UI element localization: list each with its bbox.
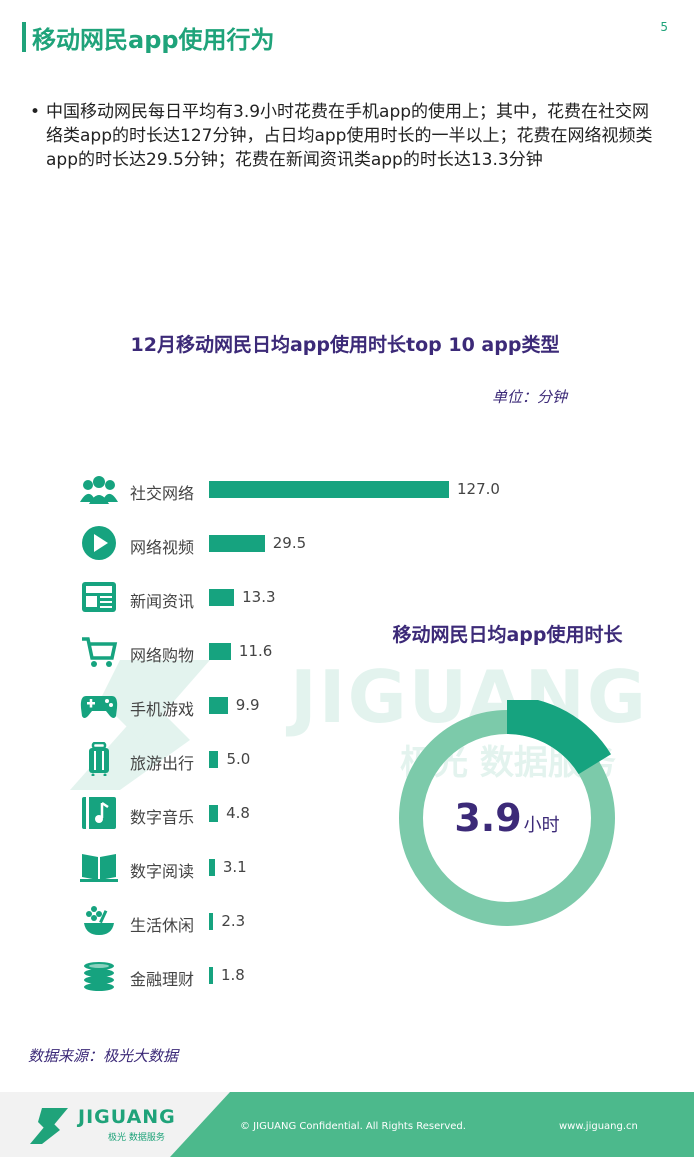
bar-category-label: 社交网络 (130, 484, 195, 503)
bar-mark (209, 697, 228, 714)
bar-category-label: 手机游戏 (130, 700, 195, 719)
title-accent-bar (22, 22, 26, 52)
bar-value-label: 4.8 (226, 804, 250, 822)
bar-value-label: 2.3 (221, 912, 246, 930)
donut-highlight-segment (507, 700, 612, 775)
donut-title: 移动网民日均app使用时长 (392, 624, 623, 646)
gamepad-icon (80, 696, 118, 718)
bar-mark (209, 751, 219, 768)
bar-value-label: 127.0 (457, 480, 500, 498)
donut-center: 3.9 小时 (395, 796, 619, 840)
bar-category-label: 旅游出行 (130, 754, 195, 773)
bar-mark (209, 913, 214, 930)
bar-mark (209, 643, 231, 660)
cart-icon (82, 637, 118, 667)
bar-value-label: 3.1 (222, 858, 247, 876)
music-icon (82, 797, 116, 829)
book-icon (80, 854, 118, 882)
donut-center-unit: 小时 (523, 815, 560, 836)
footer-logo-text: JIGUANG (78, 1106, 176, 1128)
bar-value-label: 1.8 (221, 966, 245, 984)
footer-copyright: © JIGUANG Confidential. All Rights Reser… (240, 1121, 466, 1132)
bar-mark (209, 535, 265, 552)
bar-mark (209, 589, 235, 606)
bullet-dot: • (30, 102, 41, 122)
summary-text: 中国移动网民每日平均有3.9小时花费在手机app的使用上；其中，花费在社交网络类… (46, 102, 653, 170)
bar-value-label: 9.9 (235, 696, 260, 714)
bar-category-label: 网络视频 (130, 538, 195, 557)
bar-category-label: 生活休闲 (130, 916, 195, 935)
footer-band (0, 1092, 694, 1157)
bar-value-label: 5.0 (226, 750, 251, 768)
bar-mark (209, 967, 213, 984)
summary-bullet: • 中国移动网民每日平均有3.9小时花费在手机app的使用上；其中，花费在社交网… (30, 100, 664, 172)
bar-chart-title: 12月移动网民日均app使用时长top 10 app类型 (130, 334, 560, 356)
footer-url: www.jiguang.cn (559, 1121, 638, 1132)
page-number: 5 (660, 20, 668, 34)
donut-chart (399, 700, 615, 926)
bar-category-label: 数字音乐 (130, 808, 195, 827)
bar-value-label: 29.5 (272, 534, 307, 552)
news-icon (82, 582, 116, 612)
unit-label: 单位：分钟 (492, 388, 568, 406)
jiguang-logo-icon (30, 1108, 68, 1144)
footer-logo-subtext: 极光 数据服务 (108, 1133, 165, 1143)
bar-mark (209, 481, 449, 498)
page-title: 移动网民app使用行为 (32, 26, 275, 54)
bar-value-label: 13.3 (242, 588, 276, 606)
bar-category-label: 金融理财 (130, 970, 195, 989)
people-icon (80, 476, 118, 504)
bar-category-label: 网络购物 (130, 646, 195, 665)
data-source: 数据来源：极光大数据 (28, 1047, 179, 1065)
luggage-icon (89, 742, 109, 776)
bar-category-label: 数字阅读 (130, 862, 195, 881)
bar-mark (209, 805, 219, 822)
bar-mark (209, 859, 215, 876)
leisure-icon (84, 906, 114, 935)
bar-category-label: 新闻资讯 (130, 592, 195, 611)
coins-icon (84, 962, 114, 991)
donut-center-value: 3.9 (454, 796, 522, 840)
bar-value-label: 11.6 (238, 642, 273, 660)
play-icon (82, 526, 116, 560)
